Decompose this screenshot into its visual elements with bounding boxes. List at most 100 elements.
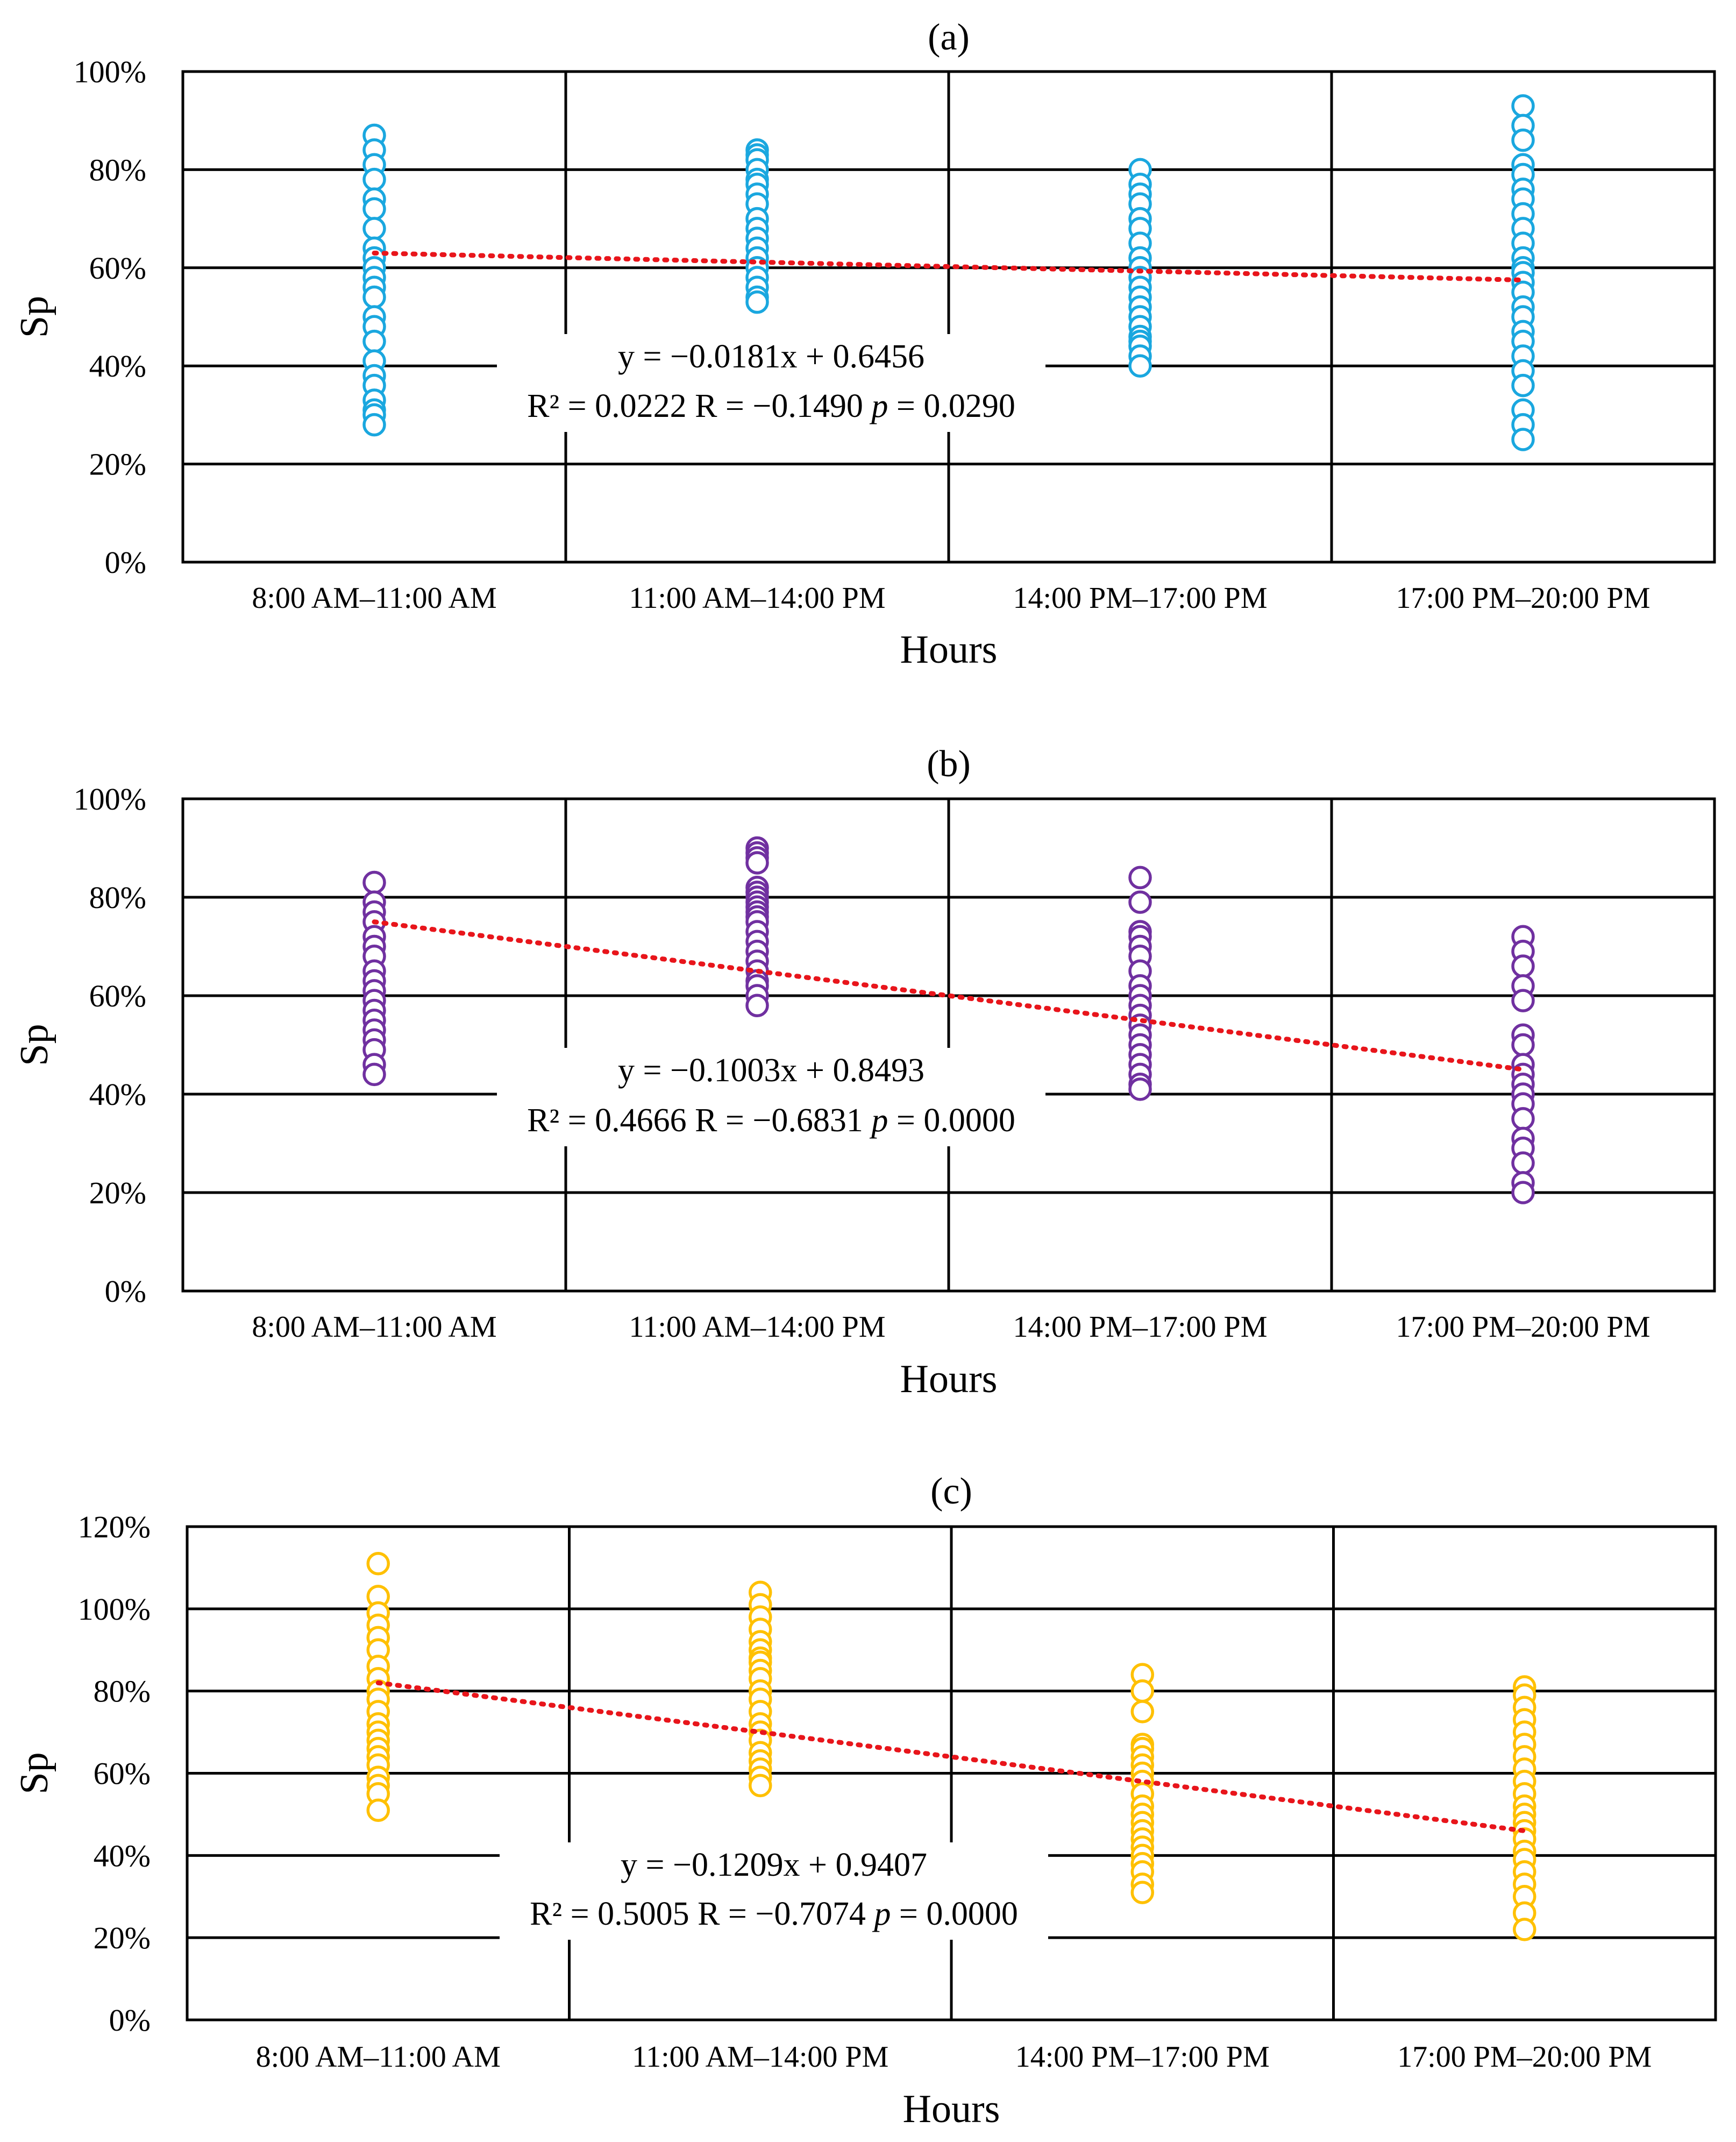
- chart-panel-b: (b) 0% 20% 40% 60% 80% 100% 8:00 AM–11:00 AM 11:…: [12, 743, 1716, 1401]
- trend-statistics: R² = 0.4666 R = −0.6831 p = 0.0000: [527, 1102, 1015, 1139]
- data-point: [1128, 1077, 1152, 1101]
- data-point: [362, 329, 386, 353]
- trendline: [372, 250, 1526, 283]
- data-point: [362, 167, 386, 191]
- y-axis-label: Sp: [12, 1752, 56, 1794]
- data-point: [362, 1062, 386, 1087]
- data-point: [362, 870, 386, 895]
- trend-equation: y = −0.0181x + 0.6456: [618, 338, 924, 375]
- trend-equation: y = −0.1209x + 0.9407: [621, 1847, 927, 1883]
- data-point: [1511, 1107, 1535, 1131]
- data-point: [1511, 128, 1535, 152]
- y-tick-label: 100%: [78, 1592, 151, 1627]
- data-point: [362, 285, 386, 309]
- x-tick-label: 14:00 PM–17:00 PM: [1013, 1310, 1268, 1344]
- chart-title: (c): [930, 1471, 972, 1512]
- data-point: [1130, 1881, 1154, 1904]
- data-point: [745, 994, 769, 1018]
- y-tick-label: 0%: [105, 545, 146, 580]
- data-point: [749, 1774, 772, 1798]
- data-point: [1128, 890, 1152, 914]
- x-tick-label: 17:00 PM–20:00 PM: [1396, 581, 1650, 615]
- trendline: [375, 1680, 1527, 1833]
- x-tick-label: 11:00 AM–14:00 PM: [629, 1310, 885, 1344]
- y-tick-label: 0%: [105, 1274, 146, 1309]
- y-tick-label: 40%: [94, 1838, 151, 1873]
- data-point: [1511, 428, 1535, 451]
- y-tick-label: 60%: [94, 1756, 151, 1791]
- y-tick-label: 40%: [89, 1077, 146, 1112]
- x-axis-label: Hours: [903, 2087, 1000, 2131]
- x-tick-label: 8:00 AM–11:00 AM: [256, 2040, 501, 2074]
- data-point: [745, 290, 769, 314]
- p-symbol: p: [869, 1102, 888, 1139]
- y-tick-label: 20%: [94, 1920, 151, 1955]
- data-point: [366, 1552, 390, 1576]
- y-tick-label: 100%: [74, 782, 146, 817]
- data-point: [1511, 954, 1535, 978]
- x-tick-label: 14:00 PM–17:00 PM: [1013, 581, 1268, 615]
- data-point: [1128, 354, 1152, 378]
- data-point: [362, 197, 386, 221]
- chart-panel-a: (a) 0% 20% 40% 60% 80% 100% 8:00 AM–11:00 AM 11:…: [12, 17, 1716, 672]
- data-point: [1511, 1181, 1535, 1204]
- trend-equation: y = −0.1003x + 0.8493: [618, 1052, 924, 1089]
- x-tick-label: 11:00 AM–14:00 PM: [632, 2040, 888, 2074]
- y-tick-label: 0%: [109, 2003, 151, 2038]
- annotation-box: [500, 1842, 1048, 1940]
- data-point: [1511, 1151, 1535, 1175]
- stats-prefix: R² = 0.5005 R = −0.7074: [530, 1896, 874, 1932]
- data-point: [1130, 1700, 1154, 1723]
- y-tick-label: 20%: [89, 447, 146, 482]
- x-tick-label: 8:00 AM–11:00 AM: [252, 1310, 496, 1344]
- y-tick-label: 80%: [94, 1674, 151, 1709]
- p-symbol: p: [869, 388, 888, 424]
- y-tick-label: 80%: [89, 152, 146, 187]
- chart-panel-c: (c) 0% 20% 40% 60% 80% 100% 120% 8:00 AM–11:00 A…: [12, 1471, 1717, 2131]
- data-point: [1511, 1033, 1535, 1057]
- data-point: [362, 217, 386, 240]
- x-axis-label: Hours: [900, 628, 998, 672]
- data-point: [1130, 1679, 1154, 1703]
- p-value: = 0.0000: [888, 1102, 1015, 1139]
- data-point: [1511, 373, 1535, 398]
- trend-statistics: R² = 0.0222 R = −0.1490 p = 0.0290: [527, 388, 1015, 424]
- x-tick-label: 11:00 AM–14:00 PM: [629, 581, 885, 615]
- x-tick-label: 17:00 PM–20:00 PM: [1396, 1310, 1650, 1344]
- annotation-box: [497, 1048, 1045, 1146]
- x-tick-label: 8:00 AM–11:00 AM: [252, 581, 496, 615]
- annotation-box: [497, 334, 1045, 432]
- data-point: [1511, 989, 1535, 1012]
- y-tick-label: 20%: [89, 1175, 146, 1210]
- x-tick-label: 14:00 PM–17:00 PM: [1015, 2040, 1270, 2074]
- y-tick-label: 100%: [74, 54, 146, 89]
- chart-title: (b): [927, 743, 971, 785]
- y-tick-label: 120%: [78, 1509, 151, 1544]
- stats-prefix: R² = 0.4666 R = −0.6831: [527, 1102, 871, 1139]
- y-tick-label: 40%: [89, 349, 146, 384]
- plot-frame: [181, 797, 1716, 1293]
- p-value: = 0.0000: [891, 1896, 1018, 1932]
- data-point: [745, 851, 769, 875]
- data-point: [1511, 94, 1535, 118]
- y-axis-label: Sp: [12, 1024, 56, 1066]
- trendline: [372, 919, 1526, 1072]
- y-axis-label: Sp: [12, 296, 56, 338]
- trend-statistics: R² = 0.5005 R = −0.7074 p = 0.0000: [530, 1896, 1018, 1932]
- p-value: = 0.0290: [888, 388, 1015, 424]
- p-symbol: p: [872, 1896, 891, 1932]
- x-axis-label: Hours: [900, 1357, 998, 1401]
- y-tick-label: 60%: [89, 251, 146, 286]
- chart-title: (a): [928, 17, 970, 58]
- data-point: [1128, 866, 1152, 890]
- data-point: [366, 1798, 390, 1822]
- y-tick-label: 80%: [89, 880, 146, 915]
- data-point: [362, 413, 386, 437]
- plot-frame: [186, 1525, 1717, 2022]
- x-tick-label: 17:00 PM–20:00 PM: [1397, 2040, 1652, 2074]
- data-point: [1513, 1918, 1536, 1941]
- stats-prefix: R² = 0.0222 R = −0.1490: [527, 388, 871, 424]
- plot-frame: [181, 70, 1716, 564]
- y-tick-label: 60%: [89, 978, 146, 1013]
